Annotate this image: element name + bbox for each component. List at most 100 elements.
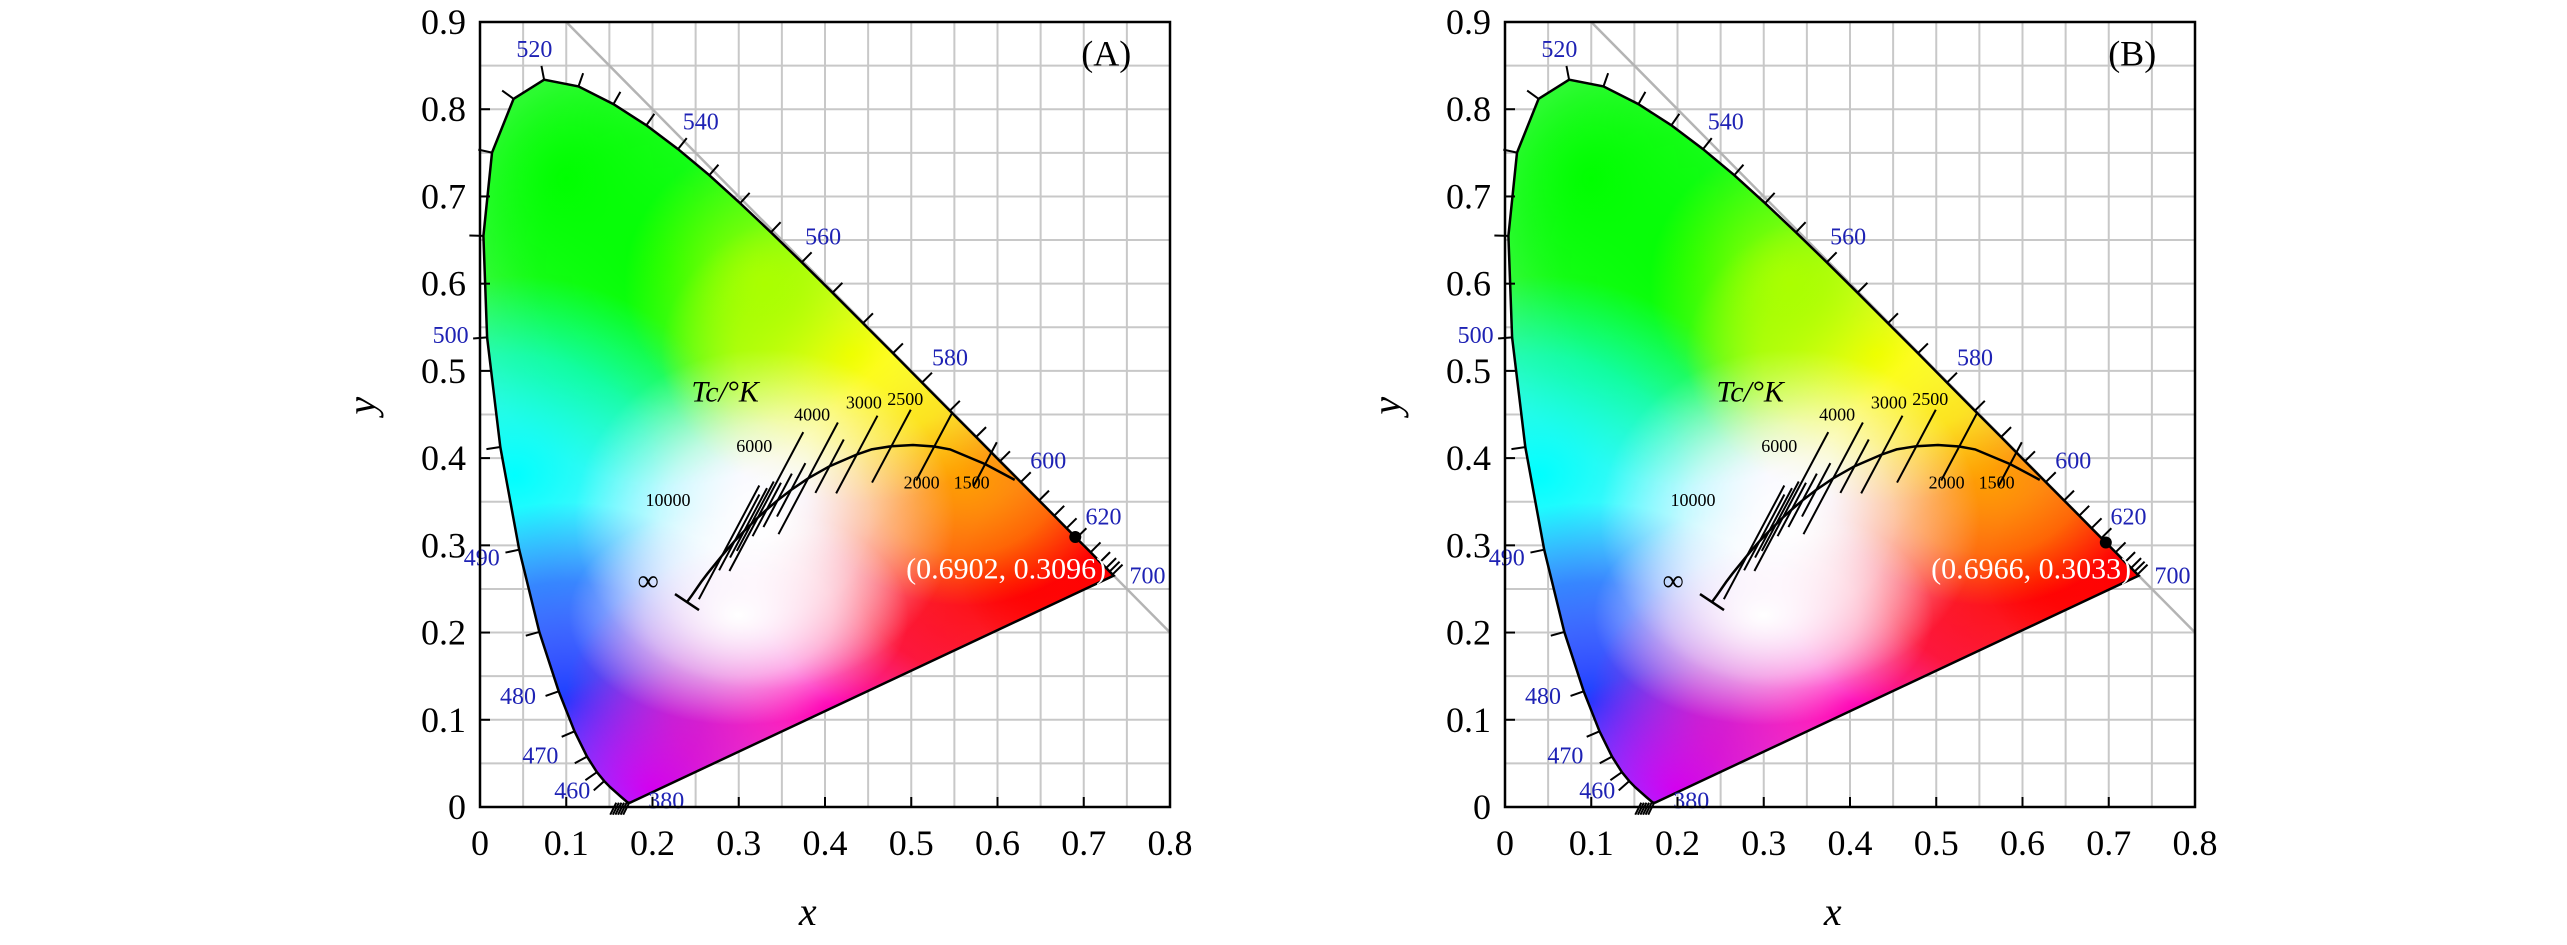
wavelength-label-470: 470 xyxy=(522,743,558,769)
wavelength-tick xyxy=(1639,802,1648,816)
wavelength-tick xyxy=(2063,489,2075,502)
cct-label-3000: 3000 xyxy=(1871,392,1907,412)
isotemperature-line xyxy=(1896,409,1937,484)
isotemperature-line xyxy=(1760,481,1800,552)
x-tick-label: 0.6 xyxy=(2000,823,2045,863)
y-tick-label: 0.8 xyxy=(1446,89,1491,129)
x-tick-label: 0.2 xyxy=(1655,823,1700,863)
cct-label-infinity: ∞ xyxy=(1662,565,1683,598)
planckian-infinity-cap xyxy=(674,592,700,612)
wavelength-tick xyxy=(1826,251,1838,263)
wavelength-label-600: 600 xyxy=(2055,449,2091,475)
isotemperature-line xyxy=(1743,494,1786,571)
y-tick-label: 0 xyxy=(448,787,466,827)
wavelength-tick xyxy=(801,251,813,263)
isotemperature-line xyxy=(718,494,761,571)
wavelength-tick xyxy=(1089,541,1102,554)
wavelength-tick xyxy=(999,450,1011,462)
y-tick-label: 0.7 xyxy=(1446,176,1491,216)
cct-label-2000: 2000 xyxy=(904,473,940,493)
wavelength-tick xyxy=(2024,450,2036,462)
wavelength-tick xyxy=(1946,372,1958,384)
wavelength-tick xyxy=(892,342,904,354)
isotemperature-line xyxy=(729,487,768,559)
wavelength-label-460: 460 xyxy=(554,778,590,804)
wavelength-label-540: 540 xyxy=(1708,109,1744,135)
wavelength-label-460: 460 xyxy=(1579,778,1615,804)
chart-panel-b: 380 460 470 480 490 500 520 540 560 580 600 620 700 ∞… xyxy=(1364,2,2218,934)
y-tick-label: 0.9 xyxy=(1446,2,1491,42)
y-tick-label: 0.5 xyxy=(421,351,466,391)
wavelength-tick xyxy=(593,780,605,792)
y-tick-label: 0 xyxy=(1473,787,1491,827)
wavelength-tick xyxy=(2114,541,2127,554)
wavelength-label-520: 520 xyxy=(1541,37,1577,63)
cct-label-10000: 10000 xyxy=(1671,490,1716,510)
wavelength-tick xyxy=(574,755,588,765)
isotemperature-line xyxy=(1940,412,1979,481)
x-tick-label: 0.2 xyxy=(630,823,675,863)
wavelength-tick xyxy=(584,771,598,782)
x-axis-title: x xyxy=(1823,889,1842,934)
wavelength-tick xyxy=(949,400,961,412)
x-tick-label: 0.1 xyxy=(544,823,589,863)
wavelength-tick xyxy=(1974,400,1986,412)
wavelength-tick xyxy=(2090,517,2103,529)
wavelength-tick xyxy=(1733,164,1745,176)
isotemperature-line xyxy=(1722,485,1786,600)
isotemperature-line xyxy=(1801,462,1832,518)
wavelength-tick xyxy=(614,802,623,816)
wavelength-tick xyxy=(862,312,874,324)
y-tick-label: 0.5 xyxy=(1446,351,1491,391)
isotemperature-line xyxy=(1776,482,1807,537)
wavelength-label-620: 620 xyxy=(1085,504,1121,530)
wavelength-tick xyxy=(1570,690,1585,697)
isotemperature-line xyxy=(697,485,761,600)
wavelength-tick xyxy=(1602,72,1610,87)
wavelength-tick xyxy=(1038,489,1050,502)
x-tick-label: 0 xyxy=(471,823,489,863)
wavelength-tick xyxy=(1856,282,1869,294)
cct-label-2500: 2500 xyxy=(1912,389,1948,409)
wavelength-tick xyxy=(545,690,560,697)
wavelength-label-480: 480 xyxy=(500,684,536,710)
wavelength-tick xyxy=(739,192,751,204)
tc-label: Tc/°K xyxy=(1716,375,1786,408)
wavelength-tick xyxy=(1609,771,1623,782)
x-tick-label: 0.3 xyxy=(1741,823,1786,863)
wavelength-tick xyxy=(921,372,933,384)
y-tick-label: 0.6 xyxy=(421,264,466,304)
wavelength-tick xyxy=(1053,505,1065,517)
isotemperature-line xyxy=(1787,473,1818,528)
x-tick-label: 0.8 xyxy=(2173,823,2218,863)
wavelength-label-620: 620 xyxy=(2110,504,2146,530)
wavelength-tick xyxy=(2133,560,2146,573)
wavelength-tick xyxy=(1526,89,1540,100)
y-tick-label: 0.9 xyxy=(421,2,466,42)
cct-label-4000: 4000 xyxy=(1819,405,1855,425)
x-tick-label: 0.1 xyxy=(1569,823,1614,863)
wavelength-tick xyxy=(1644,802,1653,816)
wavelength-tick xyxy=(1764,192,1776,204)
wavelength-label-700: 700 xyxy=(2154,564,2190,590)
wavelength-tick xyxy=(1702,137,1713,150)
x-tick-label: 0 xyxy=(1496,823,1514,863)
isotemperature-line xyxy=(1754,487,1793,559)
wavelength-tick xyxy=(561,730,575,738)
x-tick-label: 0.5 xyxy=(1914,823,1959,863)
isotemperature-line xyxy=(1802,422,1864,535)
wavelength-tick xyxy=(831,282,844,294)
wavelength-tick xyxy=(525,630,540,637)
y-tick-label: 0.1 xyxy=(1446,700,1491,740)
isotemperature-line xyxy=(915,412,954,481)
wavelength-label-490: 490 xyxy=(464,545,500,571)
wavelength-tick xyxy=(2078,505,2090,517)
wavelength-tick xyxy=(486,446,501,451)
isotemperature-line xyxy=(814,439,845,494)
wavelength-tick xyxy=(1618,780,1630,792)
y-tick-label: 0.7 xyxy=(421,176,466,216)
wavelength-tick xyxy=(1530,548,1545,554)
y-tick-label: 0.2 xyxy=(1446,613,1491,653)
x-tick-label: 0.7 xyxy=(2086,823,2131,863)
